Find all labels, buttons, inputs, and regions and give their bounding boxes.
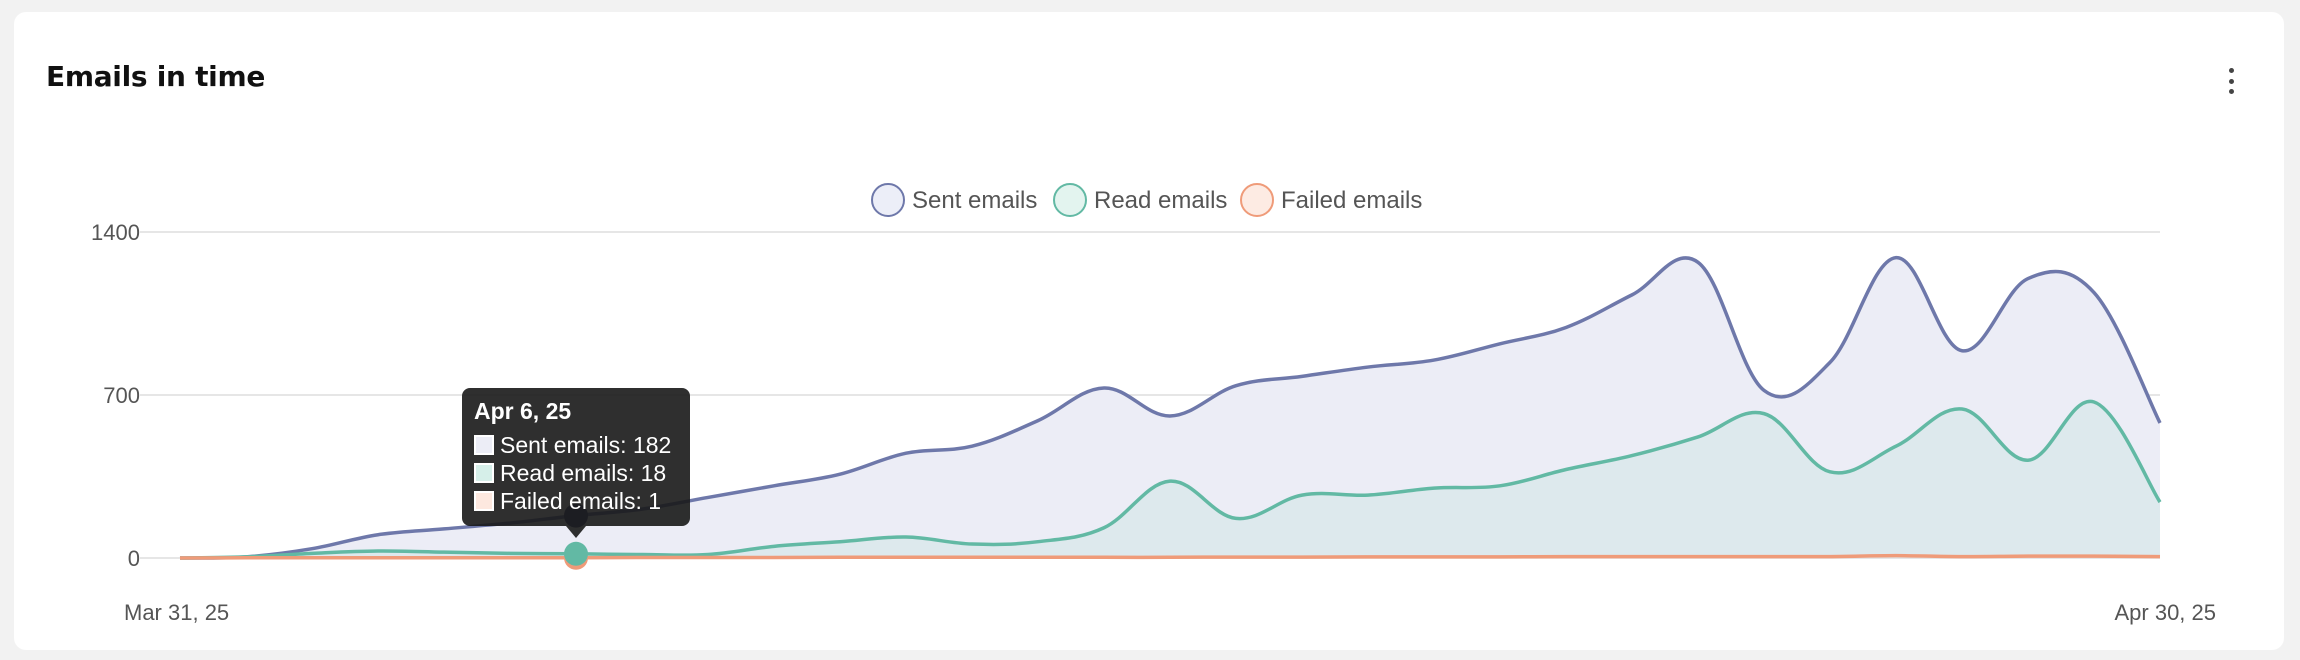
menu-dot: [2228, 78, 2234, 84]
tooltip-row-label: Sent emails: 182: [500, 431, 672, 458]
menu-dot: [2228, 68, 2234, 73]
more-vertical-icon[interactable]: [2219, 66, 2243, 96]
y-tick-label: 0: [128, 546, 140, 571]
area-read: [180, 401, 2160, 558]
legend-item-sent[interactable]: Sent emails: [871, 183, 1037, 217]
tooltip-swatch-read: [474, 463, 494, 483]
legend[interactable]: Sent emails Read emails Failed emails: [871, 183, 1422, 217]
tooltip-row-read: Read emails: 18: [474, 459, 678, 487]
y-tick-label: 1400: [91, 220, 140, 245]
tooltip-row-label: Failed emails: 1: [500, 487, 662, 514]
legend-label: Read emails: [1094, 187, 1227, 214]
x-tick-label-end: Apr 30, 25: [2114, 600, 2216, 625]
legend-label: Sent emails: [912, 187, 1037, 214]
y-axis-ticks: 0 700 1400: [91, 220, 140, 571]
legend-marker: [1240, 183, 1274, 217]
legend-item-failed[interactable]: Failed emails: [1240, 183, 1422, 217]
x-tick-label-start: Mar 31, 25: [124, 600, 229, 625]
tooltip-date: Apr 6, 25: [474, 398, 572, 424]
series-line-read: [179, 399, 2162, 560]
tooltip-swatch-sent: [474, 435, 494, 455]
legend-label: Failed emails: [1281, 187, 1422, 214]
tooltip-row-failed: Failed emails: 1: [474, 487, 678, 515]
x-axis-ticks: Mar 31, 25 Apr 30, 25: [124, 600, 2216, 625]
legend-marker: [1053, 183, 1087, 217]
tooltip-row-label: Read emails: 18: [500, 459, 667, 486]
legend-marker: [871, 183, 905, 217]
card-title: Emails in time: [46, 60, 266, 93]
legend-item-read[interactable]: Read emails: [1053, 183, 1227, 217]
y-tick-label: 700: [103, 383, 140, 408]
series-line-failed: [179, 553, 2161, 560]
menu-dot: [2228, 89, 2234, 94]
chart-tooltip: Apr 6, 25 Sent emails: 182 Read emails: …: [462, 388, 690, 538]
hover-marker-read: [564, 541, 588, 566]
tooltip-swatch-failed: [474, 491, 494, 511]
tooltip-row-sent: Sent emails: 182: [474, 431, 678, 459]
